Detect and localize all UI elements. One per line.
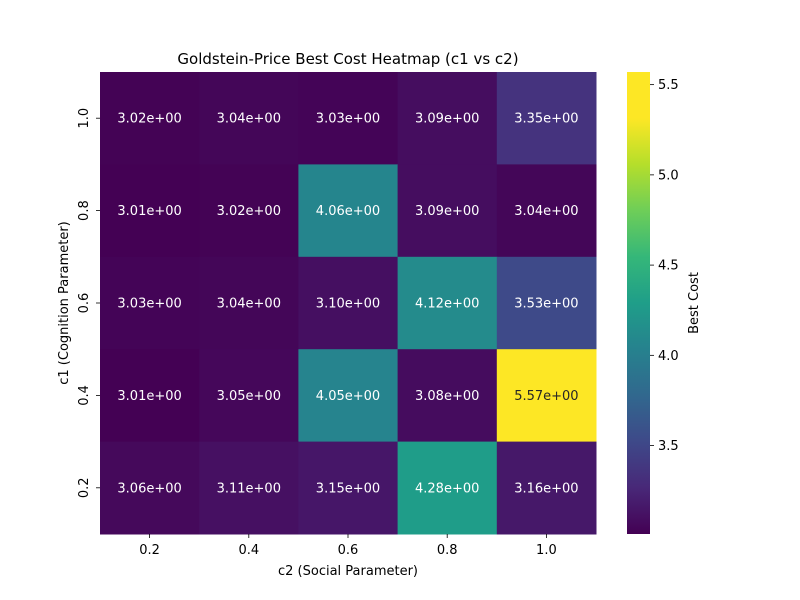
heatmap-cell: [298, 256, 399, 350]
cell-annotation: 3.05e+00: [217, 389, 281, 404]
cell-annotation: 3.03e+00: [316, 112, 380, 127]
heatmap-cell: [100, 349, 200, 443]
colorbar: [627, 72, 650, 534]
heatmap-cell: [298, 349, 399, 443]
chart-title: Goldstein-Price Best Cost Heatmap (c1 vs…: [177, 50, 518, 68]
x-tick-label: 0.6: [338, 543, 359, 558]
colorbar-tick-label: 4.5: [658, 259, 679, 274]
cell-annotation: 3.01e+00: [117, 204, 181, 219]
colorbar-label: Best Cost: [687, 272, 702, 334]
y-tick-label: 1.0: [77, 108, 92, 129]
x-axis-label: c2 (Social Parameter): [278, 564, 418, 579]
cell-annotation: 4.12e+00: [415, 297, 479, 312]
cell-annotation: 3.03e+00: [117, 297, 181, 312]
cell-annotation: 3.06e+00: [117, 481, 181, 496]
heatmap-cell: [496, 256, 597, 350]
heatmap-cells: 3.02e+00 3.04e+00 3.03e+00 3.09e+00 3.35e+00…: [100, 72, 597, 535]
y-tick-label: 0.4: [77, 385, 92, 406]
cell-annotation: 3.16e+00: [514, 481, 578, 496]
x-axis: 0.2 0.4 0.6 0.8 1.0: [139, 534, 557, 558]
colorbar-tick-label: 3.5: [658, 439, 679, 454]
heatmap-cell: [199, 349, 299, 443]
x-tick-label: 0.8: [437, 543, 458, 558]
y-axis-label: c1 (Cognition Parameter): [57, 221, 72, 385]
heatmap-cell: [496, 441, 597, 535]
cell-annotation: 3.09e+00: [415, 204, 479, 219]
cell-annotation: 3.04e+00: [217, 297, 281, 312]
cell-annotation: 3.02e+00: [117, 112, 181, 127]
cell-annotation: 5.57e+00: [514, 389, 578, 404]
heatmap-cell: [496, 164, 597, 258]
colorbar-tick-label: 4.0: [658, 349, 679, 364]
heatmap-cell: [397, 72, 498, 165]
heatmap-cell: [100, 164, 200, 258]
heatmap-cell: [397, 441, 498, 535]
cell-annotation: 3.01e+00: [117, 389, 181, 404]
cell-annotation: 3.02e+00: [217, 204, 281, 219]
y-tick-label: 0.2: [77, 477, 92, 498]
y-tick-label: 0.8: [77, 200, 92, 221]
colorbar-tick-label: 5.0: [658, 168, 679, 183]
cell-annotation: 3.04e+00: [514, 204, 578, 219]
cell-annotation: 3.35e+00: [514, 112, 578, 127]
x-tick-label: 0.2: [139, 543, 160, 558]
x-tick-label: 0.4: [238, 543, 259, 558]
cell-annotation: 3.10e+00: [316, 297, 380, 312]
cell-annotation: 3.09e+00: [415, 112, 479, 127]
cell-annotation: 3.53e+00: [514, 297, 578, 312]
heatmap-cell: [100, 72, 200, 165]
heatmap-cell: [496, 72, 597, 165]
heatmap-cell: [100, 441, 200, 535]
y-tick-label: 0.6: [77, 293, 92, 314]
heatmap-cell: [397, 164, 498, 258]
heatmap-cell: [397, 349, 498, 443]
cell-annotation: 3.04e+00: [217, 112, 281, 127]
colorbar-axis: 3.5 4.0 4.5 5.0 5.5: [650, 78, 679, 454]
cell-annotation: 4.06e+00: [316, 204, 380, 219]
heatmap-cell: [199, 441, 299, 535]
cell-annotation: 4.28e+00: [415, 481, 479, 496]
heatmap-cell: [199, 256, 299, 350]
heatmap-cell: [199, 72, 299, 165]
cell-annotation: 3.11e+00: [217, 481, 281, 496]
heatmap-cell: [298, 164, 399, 258]
heatmap-cell: [199, 164, 299, 258]
heatmap-cell: [397, 256, 498, 350]
cell-annotation: 3.15e+00: [316, 481, 380, 496]
heatmap-cell: [100, 256, 200, 350]
y-axis: 1.0 0.8 0.6 0.4 0.2: [77, 108, 100, 498]
x-tick-label: 1.0: [536, 543, 557, 558]
cell-annotation: 4.05e+00: [316, 389, 380, 404]
heatmap-cell: [298, 72, 399, 165]
colorbar-tick-label: 5.5: [658, 78, 679, 93]
heatmap-cell: [496, 349, 597, 443]
heatmap-cell: [298, 441, 399, 535]
cell-annotation: 3.08e+00: [415, 389, 479, 404]
